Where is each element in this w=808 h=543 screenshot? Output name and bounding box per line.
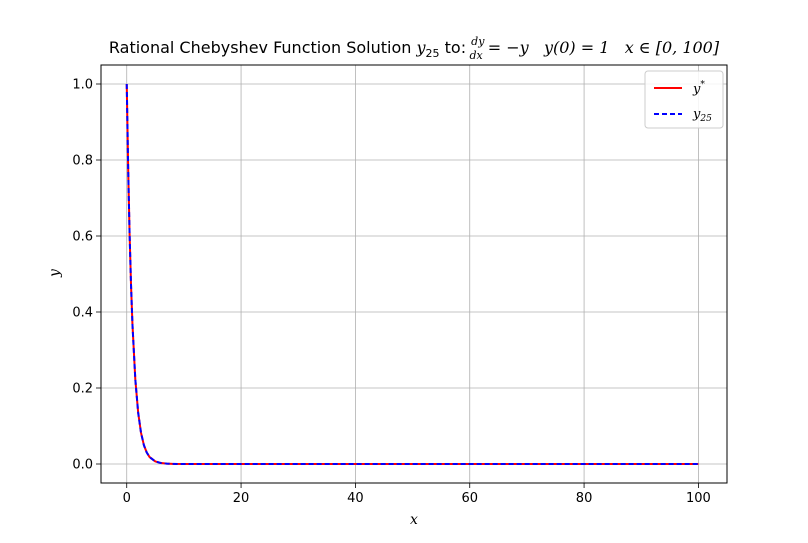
x-tick-label: 20 (233, 491, 250, 506)
x-tick-label: 60 (461, 491, 478, 506)
y-axis-label: y (47, 268, 63, 278)
legend-y-star-sup: * (700, 80, 705, 90)
legend: y* y25 (644, 70, 724, 129)
x-tick-label: 0 (123, 491, 131, 506)
legend-label-y25: y25 (692, 107, 712, 124)
title-y-subscript: 25 (426, 47, 440, 60)
legend-label-y-star: y* (692, 80, 705, 97)
y-tick-label: 0.0 (72, 458, 93, 473)
x-tick-label: 100 (686, 491, 711, 506)
x-tick-label: 80 (576, 491, 593, 506)
series-line-y25 (125, 83, 699, 465)
y-tick-label: 0.6 (72, 230, 93, 245)
x-tick-label: 40 (347, 491, 364, 506)
title-to: to: (440, 38, 472, 57)
legend-y25-sub: 25 (699, 114, 712, 124)
x-axis-label: x (410, 512, 418, 528)
y-tick-label: 0.8 (72, 154, 93, 169)
y-tick-label: 1.0 (72, 78, 93, 93)
title-frac-denominator: dx (469, 49, 483, 62)
title-equation: = −y y(0) = 1 x ∈ [0, 100] (483, 38, 720, 57)
legend-y25-symbol: y (692, 107, 701, 122)
title-frac-numerator: dy (471, 35, 485, 48)
plot-series (125, 83, 699, 465)
title-prefix: Rational Chebyshev Function Solution (109, 38, 417, 57)
title-y-symbol: y (416, 38, 427, 57)
y-tick-label: 0.2 (72, 382, 93, 397)
axis-ticks: 0 20 40 60 80 100 0.0 0.2 0.4 0.6 0.8 1.0 (72, 78, 711, 507)
legend-y-star-symbol: y (692, 82, 701, 97)
plot-area-frame (100, 64, 728, 484)
chart-title: Rational Chebyshev Function Solution y25… (109, 35, 720, 62)
y-tick-label: 0.4 (72, 306, 93, 321)
